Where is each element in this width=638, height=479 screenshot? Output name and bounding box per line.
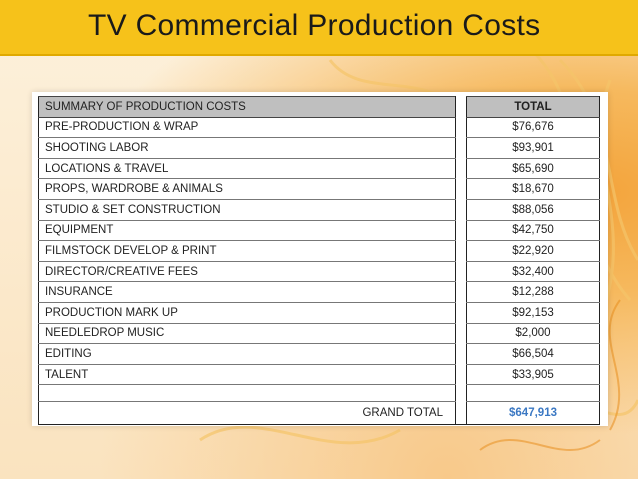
cost-category-label: LOCATIONS & TRAVEL [38,158,456,180]
table-row: STUDIO & SET CONSTRUCTION $88,056 [38,199,600,221]
table-row: LOCATIONS & TRAVEL $65,690 [38,158,600,180]
cost-value: $22,920 [466,240,600,262]
table-row: SHOOTING LABOR $93,901 [38,137,600,159]
table-row: PRODUCTION MARK UP $92,153 [38,302,600,324]
table-row: PROPS, WARDROBE & ANIMALS $18,670 [38,178,600,200]
header-summary-label: SUMMARY OF PRODUCTION COSTS [38,96,456,118]
table-row: PRE-PRODUCTION & WRAP $76,676 [38,117,600,139]
cost-summary-sheet: SUMMARY OF PRODUCTION COSTS TOTAL PRE-PR… [32,92,608,426]
table-row: DIRECTOR/CREATIVE FEES $32,400 [38,261,600,283]
cost-category-label: EDITING [38,343,456,365]
cost-value: $33,905 [466,364,600,386]
cost-value: $42,750 [466,220,600,242]
cost-value: $88,056 [466,199,600,221]
cost-value: $66,504 [466,343,600,365]
cost-category-label: INSURANCE [38,281,456,303]
cost-category-label: PROPS, WARDROBE & ANIMALS [38,178,456,200]
table-row: EDITING $66,504 [38,343,600,365]
cost-value: $76,676 [466,117,600,139]
empty-row [38,384,600,403]
cost-category-label: EQUIPMENT [38,220,456,242]
cost-value: $32,400 [466,261,600,283]
table-row: NEEDLEDROP MUSIC $2,000 [38,323,600,345]
cost-value: $2,000 [466,323,600,345]
cost-category-label: PRODUCTION MARK UP [38,302,456,324]
slide-title: TV Commercial Production Costs [88,9,541,42]
cost-category-label: NEEDLEDROP MUSIC [38,323,456,345]
cost-value: $93,901 [466,137,600,159]
cost-value: $92,153 [466,302,600,324]
grand-total-label: GRAND TOTAL [38,401,456,426]
cost-category-label: PRE-PRODUCTION & WRAP [38,117,456,139]
cost-category-label: DIRECTOR/CREATIVE FEES [38,261,456,283]
header-total-label: TOTAL [466,96,600,118]
table-header-row: SUMMARY OF PRODUCTION COSTS TOTAL [38,96,600,118]
title-bar: TV Commercial Production Costs [0,0,638,56]
cost-value: $65,690 [466,158,600,180]
cost-category-label: FILMSTOCK DEVELOP & PRINT [38,240,456,262]
grand-total-row: GRAND TOTAL $647,913 [38,401,600,426]
cost-value: $12,288 [466,281,600,303]
cost-value: $18,670 [466,178,600,200]
table-row: TALENT $33,905 [38,364,600,386]
table-row: INSURANCE $12,288 [38,281,600,303]
table-row: EQUIPMENT $42,750 [38,220,600,242]
cost-category-label: STUDIO & SET CONSTRUCTION [38,199,456,221]
cost-category-label: TALENT [38,364,456,386]
grand-total-value: $647,913 [466,401,600,426]
table-row: FILMSTOCK DEVELOP & PRINT $22,920 [38,240,600,262]
cost-summary-table: SUMMARY OF PRODUCTION COSTS TOTAL PRE-PR… [38,96,600,426]
cost-category-label: SHOOTING LABOR [38,137,456,159]
